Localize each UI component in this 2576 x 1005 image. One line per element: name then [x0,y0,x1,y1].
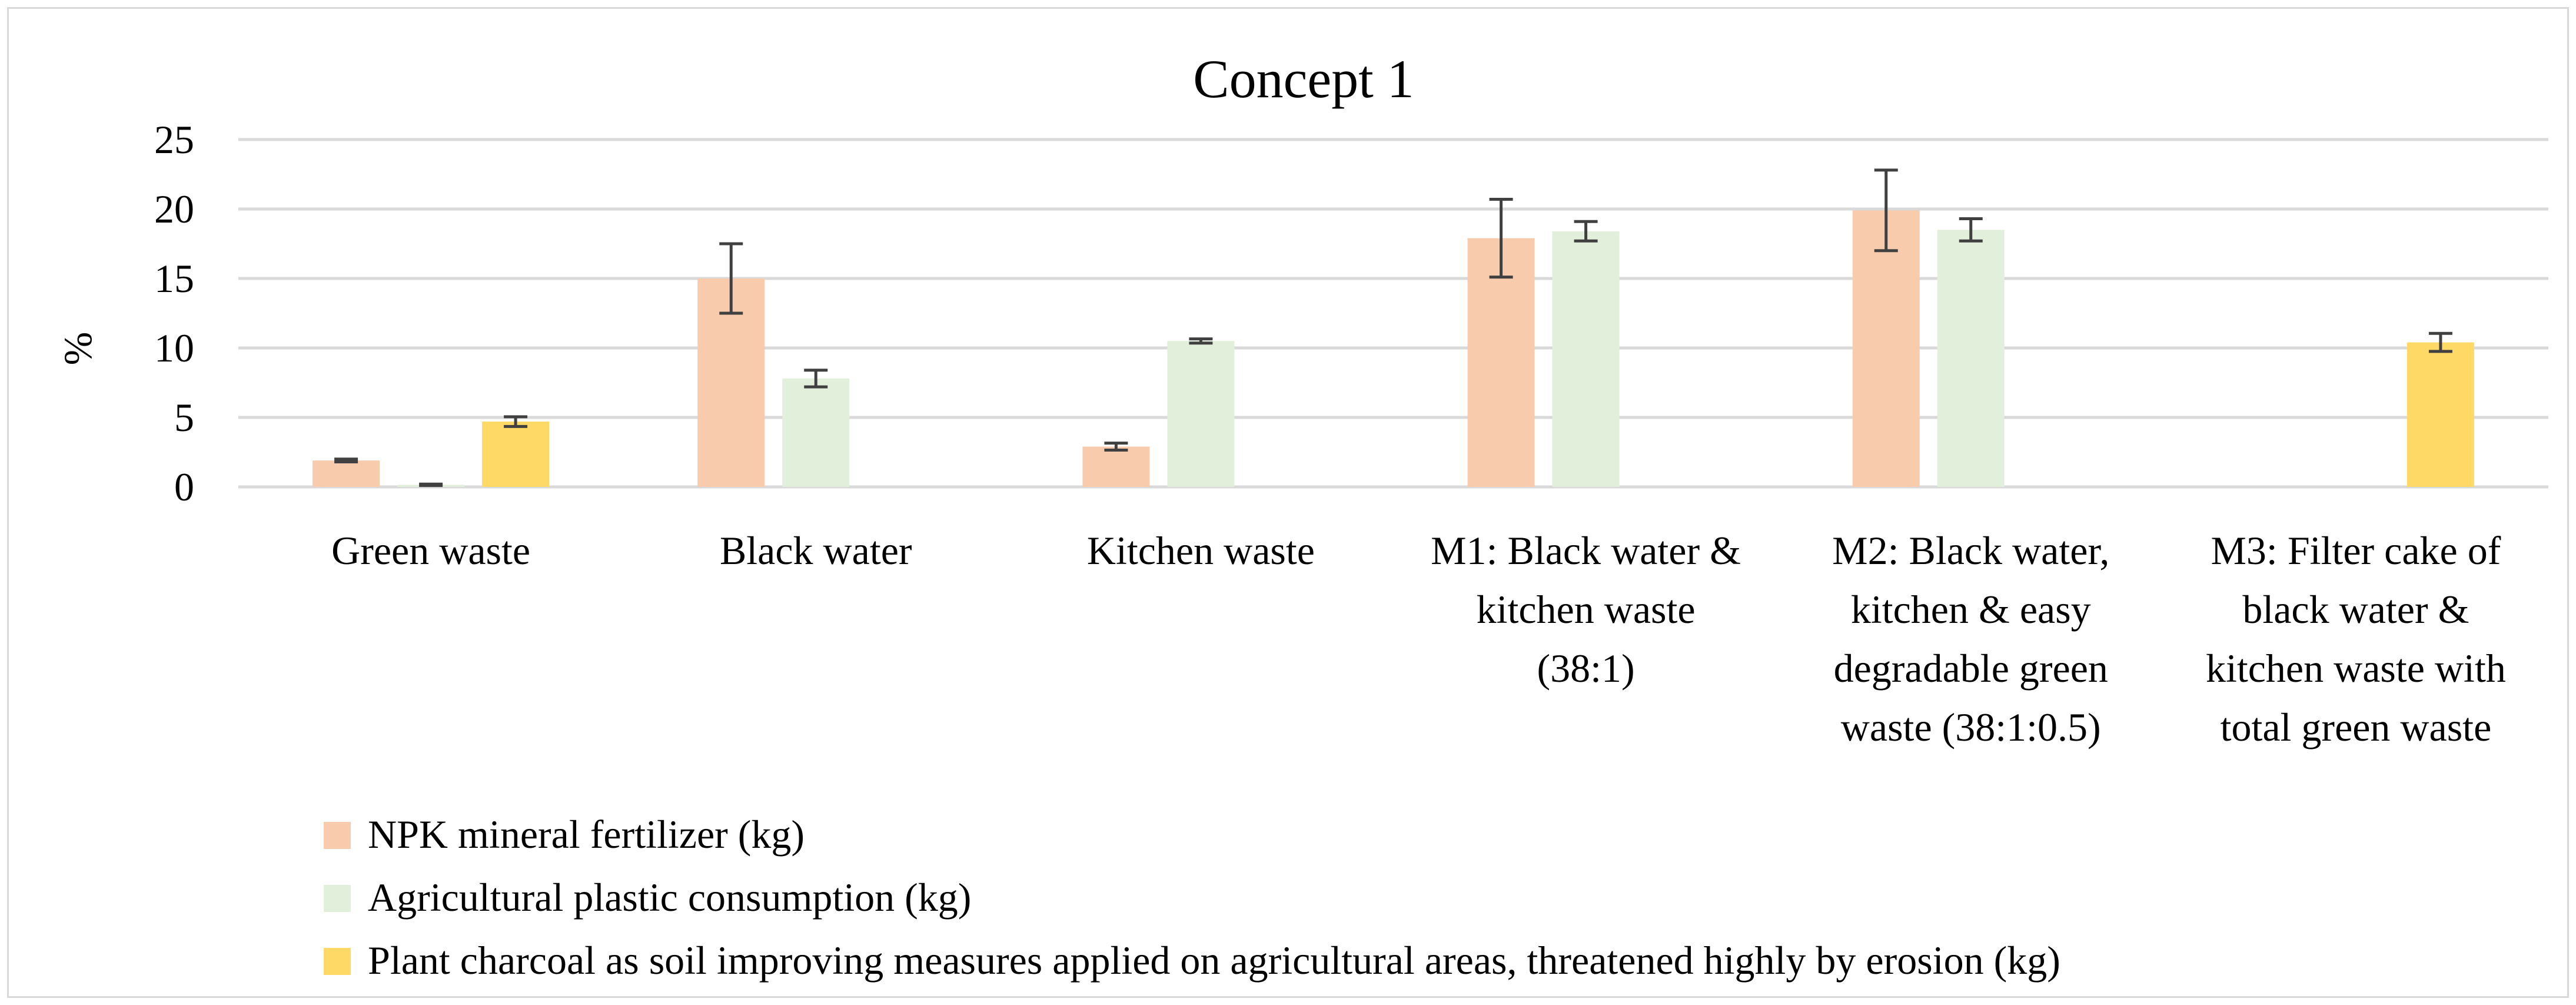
bar [313,460,380,487]
error-bar [2428,331,2452,353]
error-bar [1189,337,1213,345]
legend-item: Agricultural plastic consumption (kg) [324,875,971,920]
x-category-label-line: kitchen & easy [1851,587,2091,632]
error-bar [1489,197,1513,279]
x-category-label-line: total green waste [2221,705,2492,749]
bars [313,210,2474,487]
y-axis-ticks: 0 5 10 15 20 25 [154,117,194,509]
x-category-label-line: Black water [720,528,912,573]
y-axis-label: % [55,332,100,366]
bar [1552,231,1620,487]
legend-item: Plant charcoal as soil improving measure… [324,938,2060,983]
error-bar [804,369,828,389]
legend-label: Agricultural plastic consumption (kg) [368,875,971,920]
x-category-label: Green waste [331,528,530,573]
y-tick-label: 10 [154,326,194,370]
x-category-label: Black water [720,528,912,573]
gridlines [238,138,2548,489]
x-category-label: Kitchen waste [1087,528,1315,573]
error-bar [334,457,358,464]
x-category-label-line: M2: Black water, [1832,528,2109,573]
bar [782,378,850,487]
chart-frame [7,7,2569,998]
y-tick-label: 0 [174,465,194,509]
legend-swatch [324,948,351,975]
bar [1167,341,1235,487]
x-category-label-line: Kitchen waste [1087,528,1315,573]
error-bar [419,482,443,487]
legend-label: NPK mineral fertilizer (kg) [368,812,805,857]
x-category-label-line: Green waste [331,528,530,573]
x-category-label-line: black water & [2242,587,2469,632]
bar [2407,342,2474,487]
error-bar [1874,168,1898,253]
y-tick-label: 15 [154,256,194,301]
legend: NPK mineral fertilizer (kg) Agricultural … [324,812,2060,983]
x-category-label-line: degradable green [1834,646,2108,691]
error-bars [334,168,2452,487]
x-category-label-line: waste (38:1:0.5) [1841,705,2101,749]
bar [1852,210,1920,487]
legend-swatch [324,822,351,849]
x-category-label-line: kitchen waste with [2206,646,2506,691]
error-bar [1104,442,1128,452]
bar [1082,446,1150,487]
legend-label: Plant charcoal as soil improving measure… [368,938,2060,983]
y-tick-label: 25 [154,117,194,162]
x-category-label-line: kitchen waste [1477,587,1696,632]
y-tick-label: 20 [154,187,194,231]
bar [1937,230,2005,487]
x-axis-categories: Green waste Black water Kitchen waste M1: B… [331,528,2506,749]
x-category-label: M2: Black water, kitchen & easy degradable… [1832,528,2109,749]
error-bar [504,415,528,428]
error-bar [1574,220,1598,243]
x-category-label-line: M1: Black water & [1431,528,1741,573]
error-bar [1959,217,1983,243]
x-category-label: M3: Filter cake of black water & kitchen w… [2206,528,2506,749]
x-category-label-line: (38:1) [1537,646,1634,691]
x-category-label: M1: Black water & kitchen waste (38:1) [1431,528,1741,691]
bar [1467,238,1535,487]
error-bar [719,242,743,315]
chart-title: Concept 1 [1193,49,1414,109]
legend-swatch [324,885,351,912]
x-category-label-line: M3: Filter cake of [2211,528,2501,573]
y-tick-label: 5 [174,395,194,440]
bar [482,422,550,487]
legend-item: NPK mineral fertilizer (kg) [324,812,805,857]
